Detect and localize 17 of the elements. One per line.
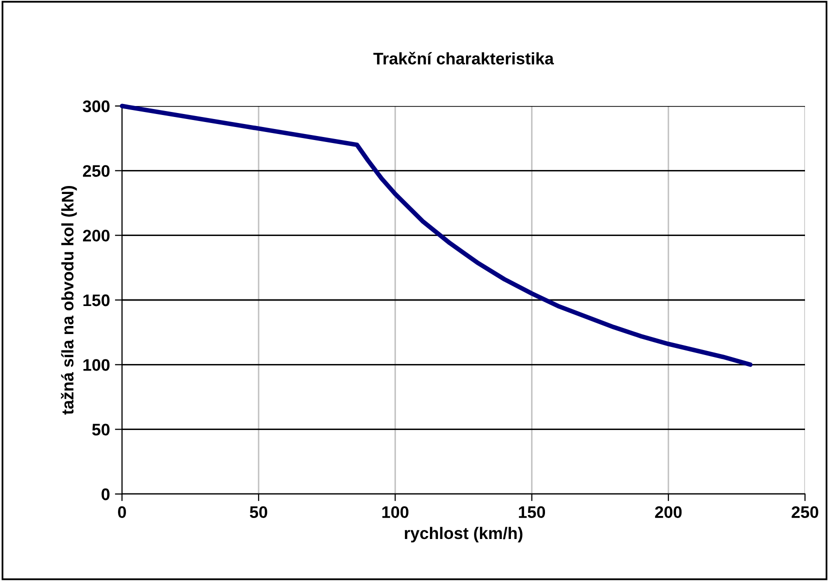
x-axis-title: rychlost (km/h) [404,526,522,542]
y-tick-label: 50 [92,424,110,436]
x-tick-label: 150 [518,506,546,518]
y-tick-label: 100 [83,359,110,371]
x-tick-label: 0 [118,506,126,518]
y-tick-label: 150 [83,294,110,306]
y-tick-label: 250 [82,165,110,177]
x-tick-label: 100 [382,506,408,518]
chart-title: Trakční charakteristika [373,52,554,64]
y-tick-label: 200 [82,230,110,242]
x-tick-label: 50 [250,506,268,518]
x-tick-label: 250 [792,506,818,518]
line-series [120,104,753,367]
y-tick-label: 0 [102,488,110,500]
x-tick-label: 200 [655,506,682,518]
y-axis-title: tažná síla na obvodu kol (kN) [60,186,77,415]
y-tick-label: 300 [82,100,110,112]
